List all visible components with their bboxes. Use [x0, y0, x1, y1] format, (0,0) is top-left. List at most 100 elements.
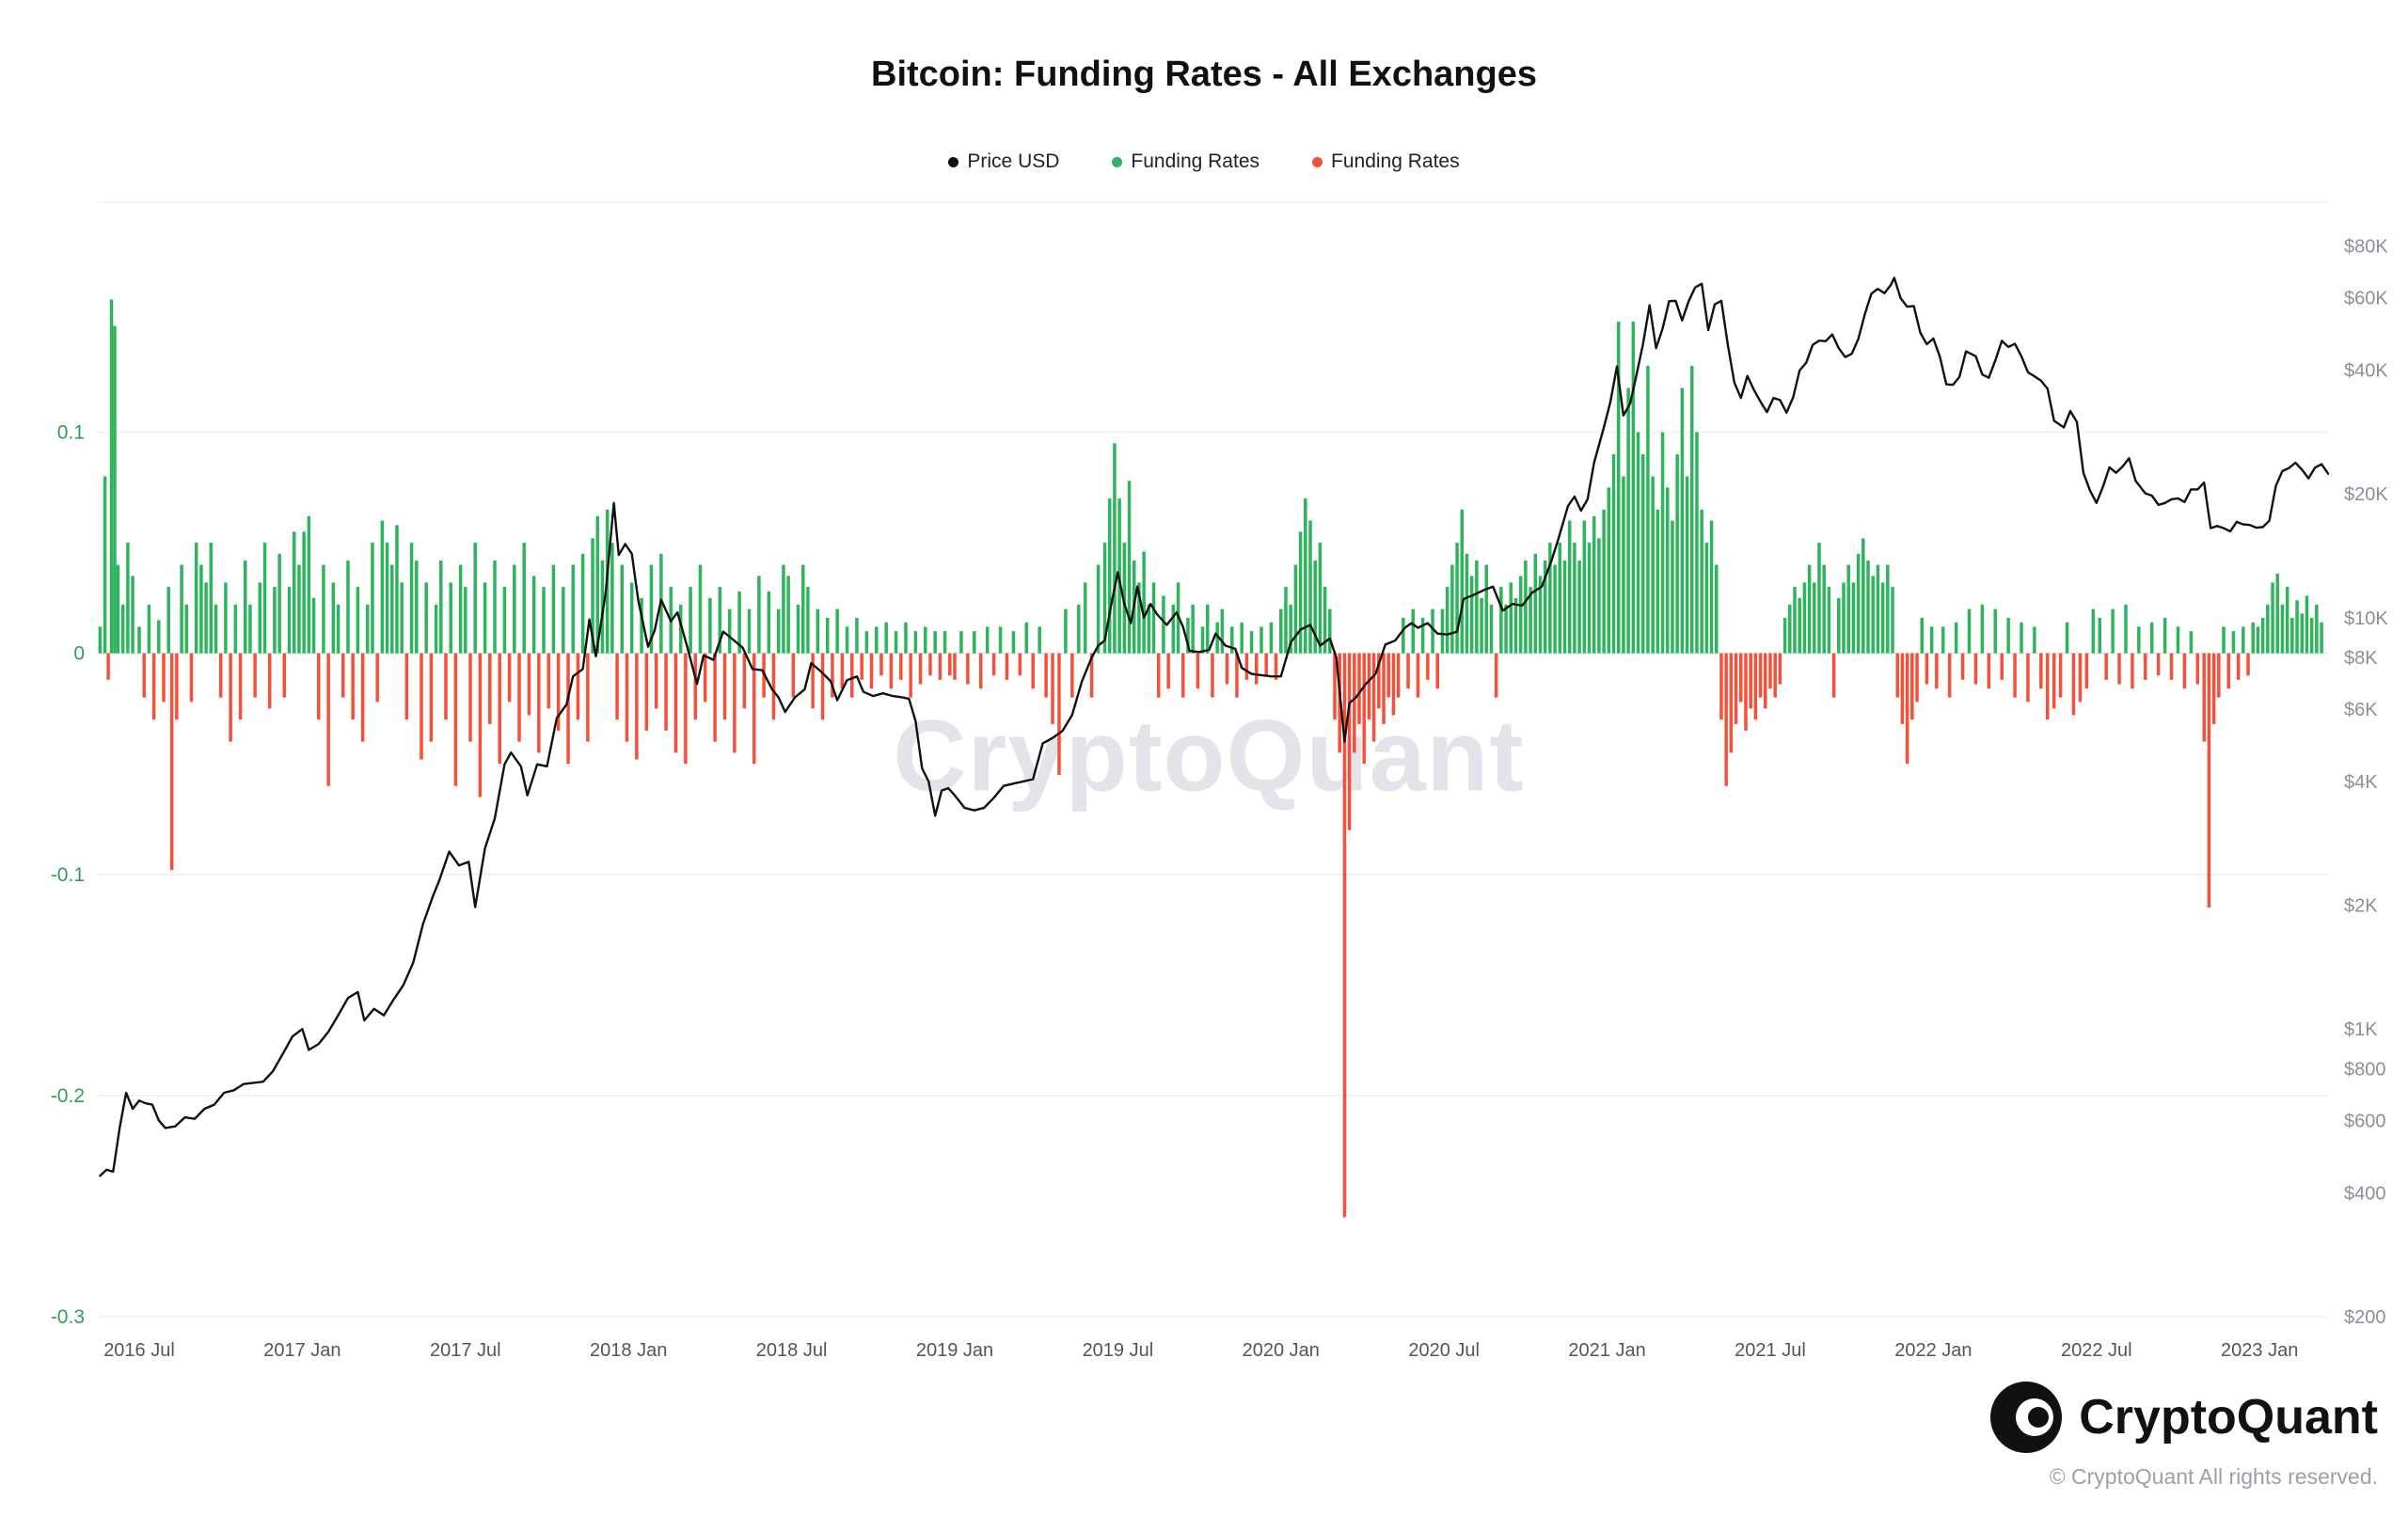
- funding-rate-bar[interactable]: [292, 531, 296, 654]
- funding-rate-bar[interactable]: [1051, 653, 1054, 724]
- funding-rate-bar[interactable]: [1866, 560, 1870, 654]
- funding-rate-bar[interactable]: [713, 653, 717, 742]
- funding-rate-bar[interactable]: [1538, 576, 1543, 654]
- funding-rate-bar[interactable]: [1734, 653, 1738, 724]
- funding-rate-bar[interactable]: [1548, 543, 1552, 654]
- funding-rate-bar[interactable]: [909, 653, 912, 698]
- funding-rate-bar[interactable]: [718, 587, 722, 654]
- funding-rate-bar[interactable]: [184, 604, 189, 654]
- funding-rate-bar[interactable]: [673, 653, 678, 753]
- funding-rate-bar[interactable]: [126, 543, 130, 654]
- funding-rate-bar[interactable]: [2207, 653, 2211, 908]
- funding-rate-bar[interactable]: [2058, 653, 2063, 698]
- funding-rate-bar[interactable]: [1622, 476, 1625, 654]
- funding-rate-bar[interactable]: [576, 653, 580, 720]
- funding-rate-bar[interactable]: [1504, 604, 1508, 654]
- funding-rate-bar[interactable]: [214, 604, 218, 654]
- funding-rate-bar[interactable]: [1543, 560, 1547, 654]
- funding-rate-bar[interactable]: [948, 653, 952, 676]
- funding-rate-bar[interactable]: [1846, 564, 1850, 654]
- funding-rate-bar[interactable]: [346, 560, 350, 654]
- funding-rate-bar[interactable]: [1749, 653, 1752, 709]
- funding-rate-bar[interactable]: [845, 626, 849, 654]
- funding-rate-bar[interactable]: [1929, 626, 1934, 654]
- funding-rate-bar[interactable]: [262, 543, 267, 654]
- funding-rate-bar[interactable]: [566, 653, 570, 765]
- funding-rate-bar[interactable]: [1967, 608, 1972, 654]
- funding-rate-bar[interactable]: [928, 653, 932, 676]
- funding-rate-bar[interactable]: [98, 626, 103, 654]
- funding-rate-bar[interactable]: [1758, 653, 1763, 698]
- funding-rate-bar[interactable]: [1220, 608, 1225, 654]
- funding-rate-bar[interactable]: [2078, 653, 2083, 703]
- funding-rate-bar[interactable]: [180, 564, 183, 654]
- funding-rate-bar[interactable]: [287, 587, 292, 654]
- funding-rate-bar[interactable]: [1396, 653, 1401, 698]
- funding-rate-bar[interactable]: [2039, 653, 2043, 689]
- funding-rate-bar[interactable]: [2137, 626, 2141, 654]
- funding-rate-bar[interactable]: [311, 597, 316, 654]
- funding-rate-bar[interactable]: [1582, 520, 1587, 654]
- funding-rate-bar[interactable]: [1744, 653, 1748, 731]
- funding-rate-bar[interactable]: [1298, 531, 1303, 654]
- funding-rate-bar[interactable]: [113, 325, 117, 654]
- funding-rate-bar[interactable]: [782, 564, 785, 654]
- funding-rate-bar[interactable]: [1660, 432, 1665, 654]
- funding-rate-bar[interactable]: [1719, 653, 1723, 720]
- funding-rate-bar[interactable]: [938, 653, 943, 680]
- funding-rate-bar[interactable]: [424, 582, 428, 654]
- funding-rate-bar[interactable]: [2202, 653, 2206, 742]
- funding-rate-bar[interactable]: [106, 653, 110, 680]
- funding-rate-bar[interactable]: [1941, 626, 1945, 654]
- funding-rate-bar[interactable]: [243, 560, 247, 654]
- funding-rate-bar[interactable]: [1406, 653, 1410, 689]
- funding-rate-bar[interactable]: [1646, 365, 1650, 654]
- funding-rate-bar[interactable]: [708, 597, 712, 654]
- funding-rate-bar[interactable]: [1616, 321, 1621, 654]
- funding-rate-bar[interactable]: [1900, 653, 1905, 724]
- funding-rate-bar[interactable]: [1704, 543, 1709, 654]
- funding-rate-bar[interactable]: [1171, 604, 1176, 654]
- funding-rate-bar[interactable]: [522, 543, 526, 654]
- funding-rate-bar[interactable]: [351, 653, 355, 720]
- funding-rate-bar[interactable]: [1709, 520, 1714, 654]
- funding-rate-bar[interactable]: [1764, 653, 1767, 709]
- funding-rate-bar[interactable]: [527, 653, 531, 716]
- funding-rate-bar[interactable]: [2189, 631, 2194, 654]
- funding-rate-bar[interactable]: [513, 564, 516, 654]
- funding-rate-bar[interactable]: [1782, 618, 1787, 654]
- funding-rate-bar[interactable]: [933, 631, 937, 654]
- funding-rate-bar[interactable]: [282, 653, 287, 698]
- funding-rate-bar[interactable]: [1328, 608, 1332, 654]
- funding-rate-bar[interactable]: [1947, 653, 1952, 698]
- funding-rate-bar[interactable]: [1450, 564, 1454, 654]
- funding-rate-bar[interactable]: [1577, 560, 1581, 654]
- funding-rate-bar[interactable]: [380, 520, 385, 654]
- funding-rate-bar[interactable]: [649, 564, 654, 654]
- funding-rate-bar[interactable]: [542, 587, 546, 654]
- funding-rate-bar[interactable]: [1891, 587, 1894, 654]
- funding-rate-bar[interactable]: [1460, 509, 1465, 654]
- funding-rate-bar[interactable]: [547, 653, 550, 709]
- funding-rate-bar[interactable]: [1499, 587, 1503, 654]
- funding-rate-bar[interactable]: [375, 653, 379, 703]
- funding-rate-bar[interactable]: [1597, 538, 1601, 654]
- funding-rate-bar[interactable]: [1837, 597, 1841, 654]
- funding-rate-bar[interactable]: [586, 653, 590, 742]
- funding-rate-bar[interactable]: [1469, 576, 1474, 654]
- funding-rate-bar[interactable]: [1038, 626, 1041, 654]
- funding-rate-bar[interactable]: [2156, 653, 2161, 676]
- funding-rate-bar[interactable]: [2052, 653, 2056, 709]
- funding-rate-bar[interactable]: [767, 591, 771, 654]
- funding-rate-bar[interactable]: [1993, 608, 1998, 654]
- funding-rate-bar[interactable]: [727, 608, 732, 654]
- funding-rate-bar[interactable]: [1465, 553, 1469, 654]
- funding-rate-bar[interactable]: [322, 564, 325, 654]
- funding-rate-bar[interactable]: [473, 543, 477, 654]
- funding-rate-bar[interactable]: [2195, 653, 2200, 685]
- funding-rate-bar[interactable]: [1695, 432, 1699, 654]
- funding-rate-bar[interactable]: [2246, 653, 2250, 676]
- funding-rate-bar[interactable]: [1162, 595, 1165, 654]
- funding-rate-bar[interactable]: [147, 604, 151, 654]
- funding-rate-bar[interactable]: [1279, 608, 1283, 654]
